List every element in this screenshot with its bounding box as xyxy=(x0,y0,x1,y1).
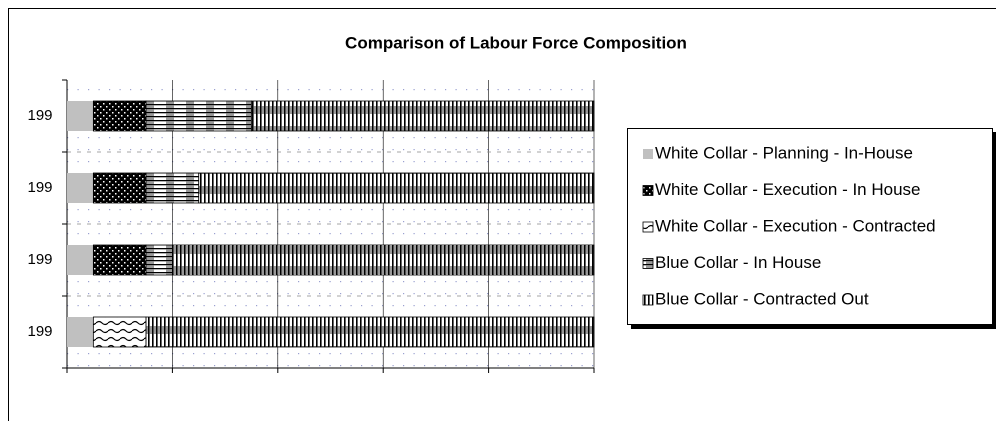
legend-swatch xyxy=(642,185,654,196)
y-tick-label: 199 xyxy=(27,251,52,268)
legend-swatch xyxy=(643,149,653,159)
bar-segment xyxy=(92,316,147,348)
legend-swatch xyxy=(642,294,654,306)
legend-swatch xyxy=(642,221,654,233)
legend-label: Blue Collar - In House xyxy=(655,253,821,272)
bar-segment xyxy=(92,172,147,204)
bar-segment xyxy=(145,172,200,204)
legend-label: White Collar - Execution - In House xyxy=(655,180,921,199)
legend-swatch xyxy=(642,258,654,269)
bar-segment xyxy=(92,244,147,276)
legend-label: White Collar - Planning - In-House xyxy=(655,143,913,162)
bar-segment xyxy=(198,172,595,204)
bar-segment xyxy=(145,316,595,348)
y-tick-label: 199 xyxy=(27,323,52,340)
legend-label: Blue Collar - Contracted Out xyxy=(655,289,869,308)
legend: White Collar - Planning - In-House White … xyxy=(627,128,996,329)
bar-segment xyxy=(171,244,595,276)
y-tick-label: 199 xyxy=(27,179,52,196)
bar-segment xyxy=(67,317,94,347)
chart-title: Comparison of Labour Force Composition xyxy=(345,33,687,52)
bar-segment xyxy=(145,244,173,276)
bar-segment xyxy=(92,100,147,132)
bar-segment xyxy=(251,100,595,132)
bar-segment xyxy=(145,100,252,132)
bar-segment xyxy=(67,101,94,131)
y-tick-label: 199 xyxy=(27,107,52,124)
legend-label: White Collar - Execution - Contracted xyxy=(655,216,936,235)
bar-segment xyxy=(67,245,94,275)
bar-segment xyxy=(67,173,94,203)
legend-box xyxy=(627,128,993,325)
